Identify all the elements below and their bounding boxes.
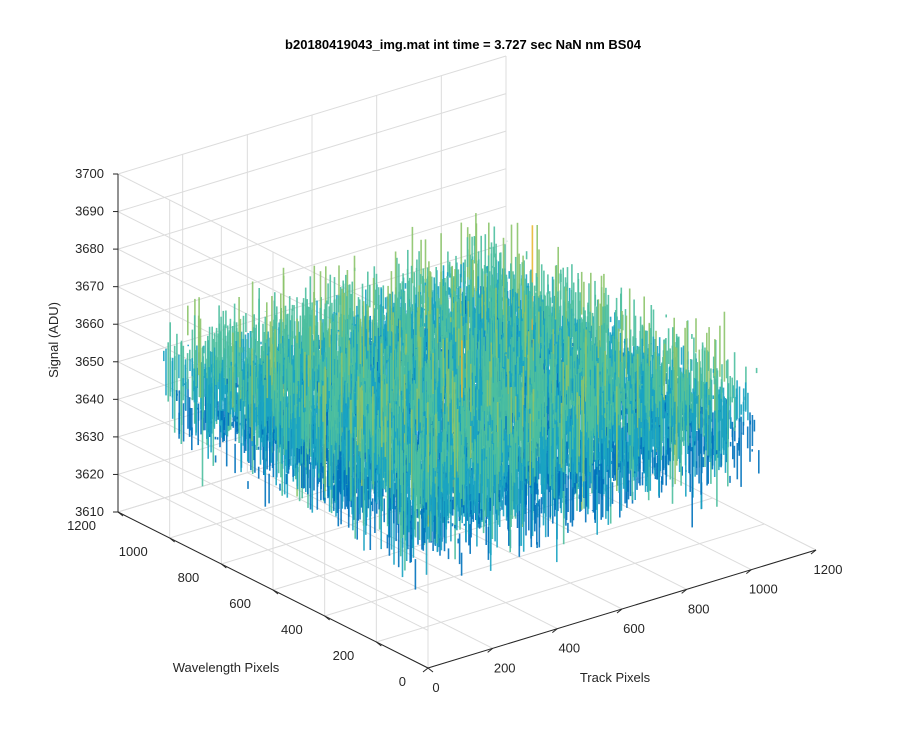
floor-grid-line (376, 523, 765, 643)
signal-surface (163, 213, 760, 590)
floor-grid-line (324, 497, 713, 617)
